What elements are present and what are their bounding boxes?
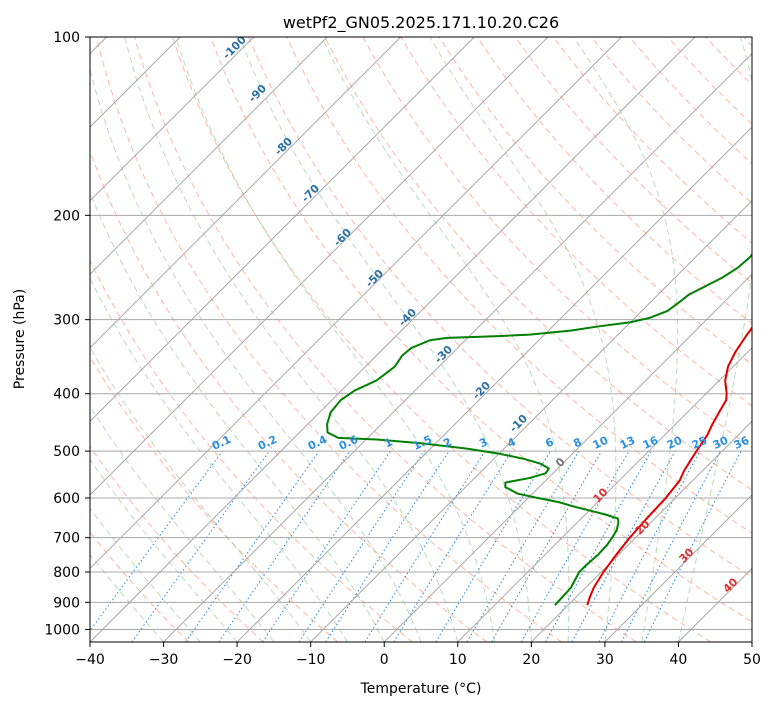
moist-adiabat — [90, 458, 238, 642]
x-tick-label: 20 — [522, 652, 540, 668]
mixing-ratio-line — [218, 450, 351, 642]
x-tick-label: 10 — [449, 652, 467, 668]
dewpoint-profile-line — [326, 252, 752, 606]
isotherm-line — [90, 37, 328, 275]
y-tick-label: 900 — [53, 595, 80, 611]
isotherm-line — [163, 52, 752, 642]
x-tick-label: −20 — [222, 652, 252, 668]
profile-lines — [326, 252, 752, 606]
dry-adiabat — [476, 37, 752, 325]
y-tick-label: 200 — [53, 208, 80, 224]
dry-adiabat — [95, 37, 562, 642]
moist-adiabat — [573, 37, 679, 642]
dry-adiabat — [324, 37, 752, 491]
plot-frame — [89, 36, 753, 643]
moist-adiabat — [90, 553, 164, 642]
moist-adiabat — [90, 405, 275, 642]
isotherm-line — [90, 37, 475, 423]
isotherm-line — [310, 199, 752, 642]
mixing-ratio-line — [298, 450, 425, 642]
isotherm-line — [604, 494, 752, 642]
y-tick-label: 600 — [53, 491, 80, 507]
moist-adiabat — [239, 37, 532, 642]
moist-adiabat — [90, 67, 422, 642]
dry-adiabat — [172, 37, 712, 642]
mixing-ratio-line — [131, 450, 270, 642]
moist-adiabat — [321, 37, 570, 642]
dry-adiabat — [286, 37, 752, 534]
y-tick-label: 100 — [53, 30, 80, 46]
mixing-ratio-line — [520, 450, 630, 642]
moist-adiabat — [90, 507, 201, 642]
x-axis-title: Temperature (°C) — [360, 681, 482, 697]
mixing-ratio-line — [325, 450, 450, 642]
dry-adiabat — [514, 37, 752, 284]
y-tick-label: 400 — [53, 387, 80, 403]
dry-adiabat — [90, 259, 413, 642]
mixing-ratio-line — [393, 450, 513, 642]
x-tick-label: −10 — [296, 652, 326, 668]
chart-title: wetPf2_GN05.2025.171.10.20.C26 — [283, 13, 559, 33]
mixing-ratio-label: 13 — [618, 434, 637, 452]
temperature-profile-line — [586, 326, 752, 606]
isotherm-line — [530, 420, 752, 642]
isotherm-line — [236, 126, 752, 642]
y-axis-title: Pressure (hPa) — [12, 289, 28, 389]
mixing-ratio-line — [262, 450, 391, 642]
background-lines — [90, 37, 752, 642]
isotherm-line — [90, 37, 622, 570]
moist-adiabat — [124, 37, 459, 642]
moist-adiabat — [677, 37, 752, 642]
mixing-ratio-line — [90, 450, 223, 632]
grid-lines — [90, 37, 752, 642]
isotherm-line — [90, 37, 255, 202]
mixing-ratio-line — [571, 450, 676, 642]
y-tick-label: 700 — [53, 531, 80, 547]
isotherm-line — [90, 37, 402, 349]
isotherm-line — [90, 37, 696, 642]
dry-adiabat — [248, 37, 752, 578]
x-tick-label: 40 — [670, 652, 688, 668]
y-tick-label: 800 — [53, 565, 80, 581]
y-tick-label: 300 — [53, 313, 80, 329]
y-tick-label: 500 — [53, 444, 80, 460]
y-tick-label: 1000 — [44, 622, 80, 638]
mixing-ratio-label: 30 — [711, 434, 731, 452]
mixing-ratio-label: 10 — [591, 434, 611, 452]
x-tick-label: −30 — [149, 652, 179, 668]
isotherm-line — [457, 347, 752, 642]
mixing-ratio-label: 36 — [732, 434, 752, 452]
mixing-ratio-line — [185, 450, 320, 642]
mixing-ratio-label: 25 — [690, 434, 709, 452]
mixing-ratio-label: 16 — [641, 434, 661, 452]
moist-adiabat — [175, 37, 496, 642]
dry-adiabat — [629, 37, 752, 165]
x-tick-label: 30 — [596, 652, 614, 668]
mixing-ratio-line — [643, 450, 742, 642]
dry-adiabat — [591, 37, 752, 204]
mixing-ratio-label: 20 — [665, 434, 685, 452]
moist-adiabat — [90, 190, 385, 642]
dry-adiabat — [133, 37, 637, 642]
moist-adiabat — [90, 277, 348, 642]
moist-adiabat — [429, 37, 617, 642]
x-tick-label: −40 — [75, 652, 105, 668]
isotherm-line — [383, 273, 752, 642]
dry-adiabat — [400, 37, 752, 407]
dry-adiabat — [210, 37, 752, 623]
axis-ticks: −40 −30 −20 −10 0 10 20 30 40 50 100 200 300 400 500 60… — [44, 30, 761, 668]
isotherm-line — [90, 37, 549, 496]
x-tick-label: 50 — [743, 652, 761, 668]
plot-area — [90, 37, 752, 642]
x-tick-label: 0 — [380, 652, 389, 668]
dry-adiabat — [90, 445, 264, 642]
